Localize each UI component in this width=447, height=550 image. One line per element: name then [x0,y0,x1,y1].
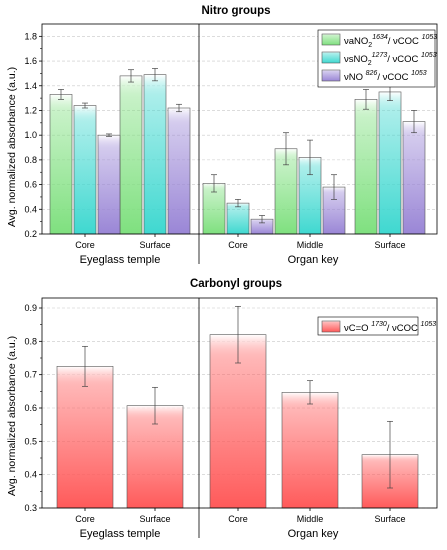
legend-swatch [321,69,341,82]
legend-label: νC=O 1730/ νCOC 1053 [344,321,436,334]
bar [378,91,402,235]
legend: νC=O 1730/ νCOC 1053 [317,316,436,336]
y-tick-label: 1.6 [24,56,37,66]
bar [354,99,378,235]
category-label: Core [75,240,95,250]
legend-box [317,316,419,336]
category-label: Surface [139,514,170,524]
category-label: Core [75,514,95,524]
y-axis-label-carbonyl: Avg. normalized absorbance (a.u.) [6,336,18,496]
y-tick-label: 1.2 [24,105,37,115]
legend-label: νNO 826/ νCOC 1053 [344,70,427,83]
legend-label: νaNO21634/ νCOC 1053 [344,34,437,49]
y-tick-label: 0.3 [24,503,37,513]
legend-label: νsNO21273/ νCOC 1053 [344,52,437,67]
category-label: Surface [374,240,405,250]
bar [209,334,267,509]
legend: νaNO21634/ νCOC 1053 νsNO21273/ νCOC 1053… [317,29,437,88]
bar [402,121,426,235]
bar [167,107,191,235]
group-label-organ-key-carbonyl: Organ key [288,528,339,540]
bar [56,366,114,509]
plot-frame [41,297,438,509]
category-label: Middle [297,240,324,250]
y-tick-label: 0.4 [24,204,37,214]
y-tick-label: 0.6 [24,180,37,190]
y-tick-label: 0.8 [24,155,37,165]
chart-title-nitro: Nitro groups [202,5,271,17]
y-tick-label: 1.4 [24,81,37,91]
plot-frame [41,23,438,235]
category-label: Surface [374,514,405,524]
nitro-chart: 0.2 0.4 0.6 0.8 1.0 1.2 1.4 1.6 1.8 Core Surface Co… [24,23,438,264]
legend-swatch [321,33,341,46]
y-tick-label: 1.8 [24,31,37,41]
chart-title-carbonyl: Carbonyl groups [190,278,282,290]
bar [97,134,121,235]
group-label-eyeglass-temple-carbonyl: Eyeglass temple [80,528,161,540]
y-tick-label: 0.5 [24,436,37,446]
y-tick-label: 0.9 [24,303,37,313]
carbonyl-chart: 0.3 0.4 0.5 0.6 0.7 0.8 0.9 Core Surface Core Midd… [24,297,438,538]
category-label: Core [228,240,248,250]
y-tick-label: 1.0 [24,130,37,140]
bar [49,94,73,235]
bar [73,105,97,235]
y-tick-label: 0.6 [24,403,37,413]
legend-swatch [321,320,341,333]
legend-swatch [321,51,341,64]
bar [226,202,250,235]
category-label: Core [228,514,248,524]
category-label: Middle [297,514,324,524]
category-label: Surface [139,240,170,250]
group-label-organ-key-nitro: Organ key [288,254,339,266]
y-tick-label: 0.2 [24,229,37,239]
y-tick-label: 0.7 [24,370,37,380]
bar [281,392,339,509]
group-label-eyeglass-temple-nitro: Eyeglass temple [80,254,161,266]
y-axis-label-nitro: Avg. normalized absorbance (a.u.) [6,67,18,227]
bar [143,74,167,235]
y-tick-label: 0.8 [24,336,37,346]
y-tick-label: 0.4 [24,470,37,480]
bar [119,75,143,235]
